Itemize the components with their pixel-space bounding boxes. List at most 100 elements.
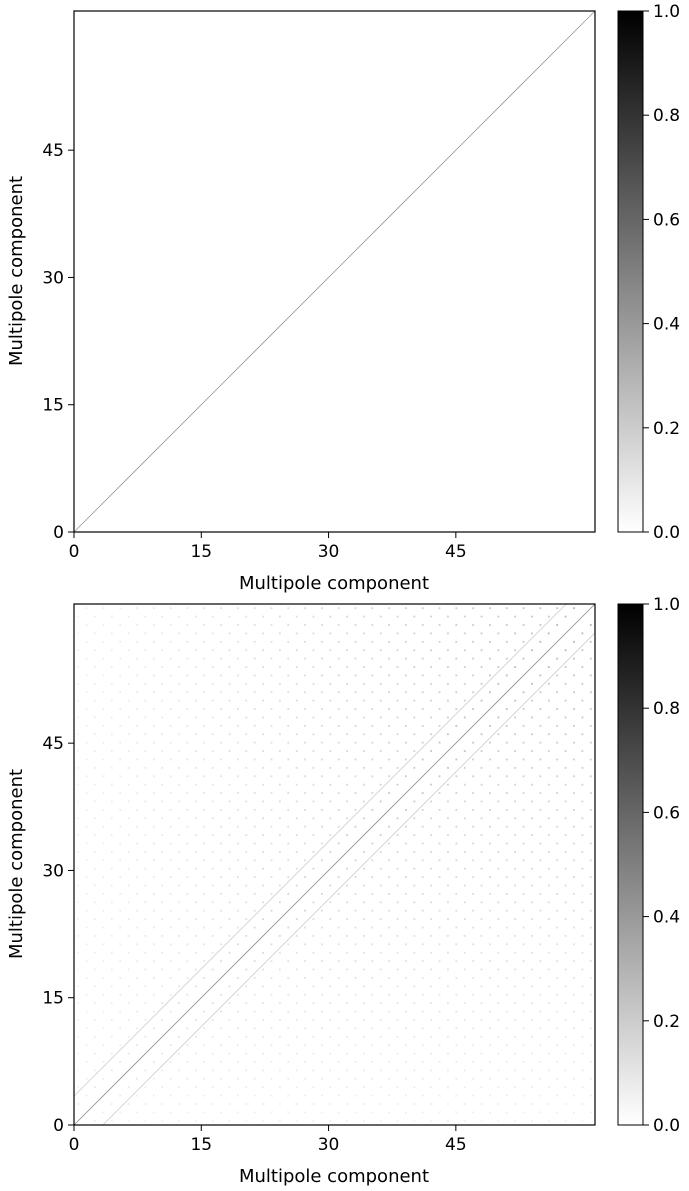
matrix-element-mark bbox=[211, 1052, 214, 1055]
matrix-element-mark bbox=[110, 632, 113, 635]
matrix-element-mark bbox=[295, 951, 298, 954]
matrix-element-mark bbox=[354, 624, 357, 626]
matrix-element-mark bbox=[337, 724, 340, 727]
matrix-element-mark bbox=[430, 918, 433, 921]
matrix-element-mark bbox=[531, 850, 533, 853]
matrix-element-mark bbox=[337, 1077, 340, 1080]
matrix-element-mark bbox=[287, 708, 290, 710]
matrix-element-mark bbox=[287, 993, 290, 996]
matrix-element-mark bbox=[522, 943, 525, 946]
matrix-element-mark bbox=[169, 624, 172, 626]
matrix-element-mark bbox=[514, 1019, 517, 1021]
matrix-element-mark bbox=[102, 876, 105, 879]
matrix-element-mark bbox=[228, 733, 231, 736]
matrix-element-mark bbox=[144, 901, 147, 904]
matrix-element-mark bbox=[581, 733, 584, 736]
matrix-element-mark bbox=[421, 624, 424, 626]
matrix-element-mark bbox=[463, 716, 466, 719]
matrix-element-mark bbox=[304, 1027, 307, 1030]
matrix-element-mark bbox=[152, 1010, 155, 1013]
matrix-element-mark bbox=[396, 968, 399, 971]
matrix-element-mark bbox=[295, 850, 298, 853]
matrix-element-mark bbox=[421, 724, 424, 727]
matrix-element-mark bbox=[102, 691, 105, 694]
matrix-element-mark bbox=[127, 1052, 130, 1055]
matrix-element-mark bbox=[564, 850, 567, 853]
matrix-element-mark bbox=[127, 1035, 130, 1038]
matrix-element-mark bbox=[161, 918, 164, 921]
matrix-element-mark bbox=[455, 909, 458, 912]
x-tick-label: 30 bbox=[318, 1135, 340, 1155]
matrix-element-mark bbox=[337, 993, 340, 996]
matrix-element-mark bbox=[304, 708, 307, 710]
matrix-element-mark bbox=[287, 1094, 290, 1097]
matrix-element-mark bbox=[522, 859, 525, 862]
matrix-element-mark bbox=[430, 800, 433, 803]
matrix-element-mark bbox=[194, 699, 197, 702]
matrix-element-mark bbox=[354, 993, 357, 996]
matrix-element-mark bbox=[489, 1077, 491, 1080]
matrix-element-mark bbox=[320, 1027, 323, 1030]
matrix-element-mark bbox=[152, 859, 155, 862]
matrix-element-mark bbox=[245, 1069, 248, 1072]
matrix-element-mark bbox=[531, 615, 533, 618]
matrix-element-mark bbox=[581, 1019, 584, 1021]
matrix-element-mark bbox=[320, 640, 323, 643]
matrix-element-mark bbox=[161, 1069, 164, 1072]
matrix-element-mark bbox=[354, 825, 357, 828]
matrix-element-mark bbox=[119, 657, 122, 660]
matrix-element-mark bbox=[589, 960, 592, 963]
matrix-element-mark bbox=[396, 817, 399, 820]
matrix-element-mark bbox=[211, 1019, 214, 1021]
matrix-element-mark bbox=[497, 766, 500, 769]
matrix-element-mark bbox=[547, 951, 550, 954]
y-tick-label: 30 bbox=[42, 268, 64, 288]
matrix-element-mark bbox=[262, 766, 264, 769]
matrix-element-mark bbox=[228, 716, 231, 719]
matrix-element-mark bbox=[178, 985, 180, 988]
matrix-element-mark bbox=[119, 977, 122, 979]
matrix-element-mark bbox=[85, 892, 88, 895]
matrix-element-mark bbox=[194, 1086, 197, 1089]
matrix-element-mark bbox=[220, 943, 222, 946]
matrix-element-mark bbox=[169, 674, 172, 677]
matrix-element-mark bbox=[194, 632, 197, 635]
matrix-element-mark bbox=[186, 741, 189, 744]
matrix-element-mark bbox=[522, 1044, 525, 1047]
matrix-element-mark bbox=[136, 892, 138, 895]
matrix-element-mark bbox=[388, 1010, 391, 1013]
matrix-element-mark bbox=[539, 876, 542, 879]
matrix-element-mark bbox=[178, 750, 180, 752]
matrix-element-mark bbox=[371, 775, 374, 778]
matrix-element-mark bbox=[463, 901, 466, 904]
matrix-element-mark bbox=[354, 775, 357, 778]
matrix-element-mark bbox=[186, 1077, 189, 1080]
matrix-element-mark bbox=[178, 716, 180, 719]
matrix-element-mark bbox=[169, 960, 172, 963]
matrix-element-mark bbox=[430, 733, 433, 736]
matrix-element-mark bbox=[497, 918, 500, 921]
matrix-element-mark bbox=[278, 783, 281, 786]
matrix-element-mark bbox=[539, 1010, 542, 1013]
matrix-element-mark bbox=[161, 632, 164, 635]
matrix-element-mark bbox=[253, 1077, 256, 1080]
matrix-element-mark bbox=[85, 792, 88, 794]
matrix-element-mark bbox=[438, 977, 441, 979]
matrix-element-mark bbox=[127, 632, 130, 635]
matrix-element-mark bbox=[522, 960, 525, 963]
matrix-element-mark bbox=[573, 657, 575, 660]
matrix-element-mark bbox=[573, 960, 575, 963]
matrix-element-mark bbox=[556, 993, 559, 996]
matrix-element-mark bbox=[362, 666, 365, 668]
matrix-element-mark bbox=[514, 1035, 517, 1038]
matrix-element-mark bbox=[194, 800, 197, 803]
matrix-element-mark bbox=[573, 724, 575, 727]
matrix-element-mark bbox=[405, 607, 407, 610]
matrix-element-mark bbox=[489, 741, 491, 744]
panel-2-frame bbox=[73, 603, 596, 1126]
matrix-element-mark bbox=[497, 1103, 500, 1105]
matrix-element-mark bbox=[94, 649, 96, 652]
matrix-element-mark bbox=[312, 834, 315, 837]
matrix-element-mark bbox=[438, 1094, 441, 1097]
matrix-element-mark bbox=[278, 699, 281, 702]
